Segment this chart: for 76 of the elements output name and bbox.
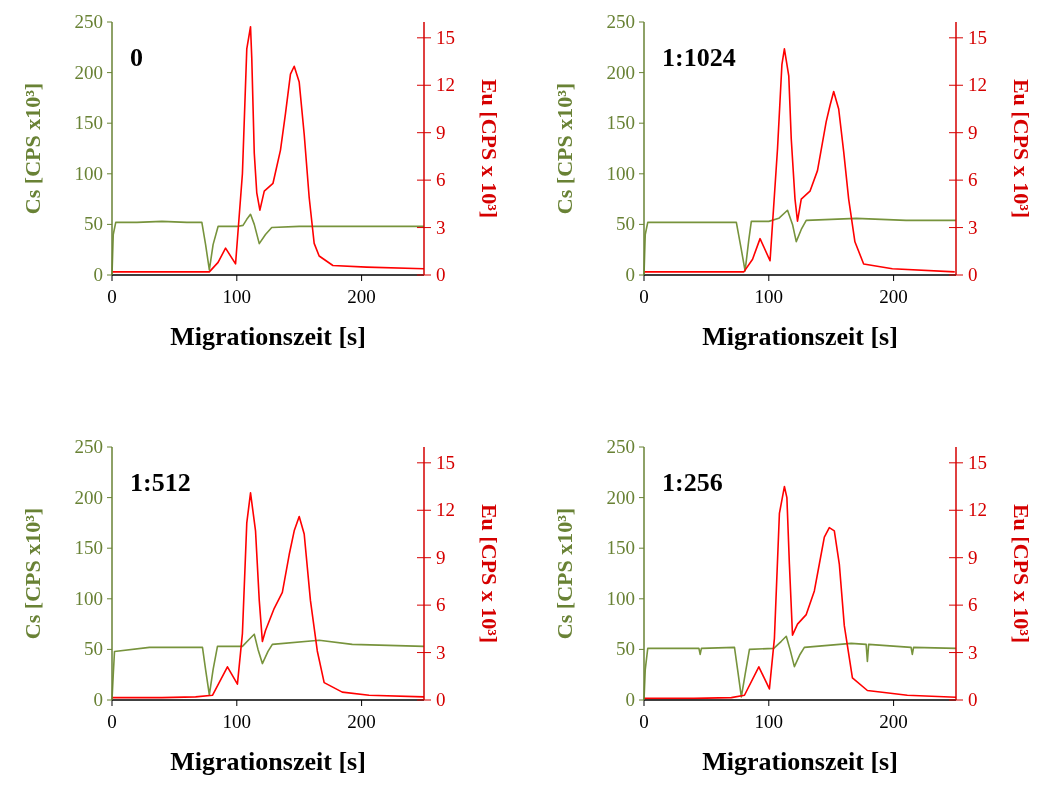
y2-tick-label: 6	[968, 169, 978, 191]
y-tick-label: 50	[616, 638, 635, 660]
y-tick-label: 150	[606, 112, 635, 134]
y2-tick-label: 12	[968, 74, 987, 96]
y2-tick-label: 9	[436, 546, 446, 568]
x-tick-label: 0	[639, 286, 649, 307]
y2-tick-label: 9	[968, 121, 978, 143]
y-tick-label: 150	[74, 537, 103, 559]
x-axis-title: Migrationszeit [s]	[702, 322, 898, 351]
text: 1:512	[130, 468, 191, 497]
y-tick-label: 50	[616, 213, 635, 235]
y-tick-label: 200	[606, 486, 635, 508]
y-tick-label: 150	[606, 537, 635, 559]
y2-tick-label: 3	[968, 641, 978, 663]
x-tick-label: 100	[754, 711, 784, 732]
y-tick-label: 0	[93, 264, 103, 285]
text: 1:256	[662, 468, 723, 497]
y-tick-label: 100	[606, 162, 635, 184]
y2-axis-title: Eu [CPS x 10³]	[1009, 503, 1034, 644]
y-tick-label: 250	[606, 436, 635, 457]
y-tick-label: 250	[606, 11, 635, 32]
y2-tick-label: 6	[436, 169, 446, 191]
y2-tick-label: 12	[436, 74, 455, 96]
y2-tick-label: 15	[968, 26, 987, 48]
y2-tick-label: 15	[968, 451, 987, 473]
y-tick-label: 200	[74, 61, 103, 83]
y-tick-label: 0	[625, 689, 635, 710]
y-tick-label: 100	[74, 587, 103, 609]
y2-tick-label: 3	[436, 216, 446, 238]
text: 1:1024	[662, 43, 736, 72]
y2-tick-label: 12	[968, 499, 987, 521]
x-tick-label: 200	[879, 711, 908, 732]
x-tick-label: 0	[639, 711, 649, 732]
y-axis-title: Cs [CPS x10³]	[552, 82, 577, 215]
x-tick-label: 200	[347, 711, 376, 732]
x-tick-label: 0	[107, 286, 117, 307]
y2-tick-label: 0	[436, 689, 446, 710]
y2-tick-label: 15	[436, 26, 455, 48]
y2-axis-title: Eu [CPS x 10³]	[477, 503, 502, 644]
y2-tick-label: 0	[436, 264, 446, 285]
y2-tick-label: 6	[436, 594, 446, 616]
y-tick-label: 50	[84, 638, 103, 660]
y2-tick-label: 12	[436, 499, 455, 521]
y-tick-label: 100	[606, 587, 635, 609]
y2-axis-title: Eu [CPS x 10³]	[1009, 78, 1034, 219]
y2-tick-label: 9	[436, 121, 446, 143]
y-tick-label: 0	[625, 264, 635, 285]
y2-tick-label: 9	[968, 546, 978, 568]
x-tick-label: 100	[754, 286, 784, 307]
y2-tick-label: 6	[968, 594, 978, 616]
y2-tick-label: 15	[436, 451, 455, 473]
y-tick-label: 100	[74, 162, 103, 184]
y-tick-label: 50	[84, 213, 103, 235]
y-tick-label: 0	[93, 689, 103, 710]
y-tick-label: 150	[74, 112, 103, 134]
y-tick-label: 200	[74, 486, 103, 508]
x-axis-title: Migrationszeit [s]	[170, 747, 366, 776]
x-tick-label: 100	[222, 711, 252, 732]
x-tick-label: 100	[222, 286, 252, 307]
y2-tick-label: 0	[968, 264, 978, 285]
y2-axis-title: Eu [CPS x 10³]	[477, 78, 502, 219]
x-tick-label: 200	[879, 286, 908, 307]
y-tick-label: 250	[74, 436, 103, 457]
x-axis-title: Migrationszeit [s]	[170, 322, 366, 351]
y2-tick-label: 0	[968, 689, 978, 710]
y-tick-label: 200	[606, 61, 635, 83]
y-axis-title: Cs [CPS x10³]	[20, 82, 45, 215]
x-tick-label: 200	[347, 286, 376, 307]
x-tick-label: 0	[107, 711, 117, 732]
y2-tick-label: 3	[436, 641, 446, 663]
y2-tick-label: 3	[968, 216, 978, 238]
y-tick-label: 250	[74, 11, 103, 32]
text: 0	[130, 43, 143, 72]
y-axis-title: Cs [CPS x10³]	[552, 507, 577, 640]
x-axis-title: Migrationszeit [s]	[702, 747, 898, 776]
y-axis-title: Cs [CPS x10³]	[20, 507, 45, 640]
